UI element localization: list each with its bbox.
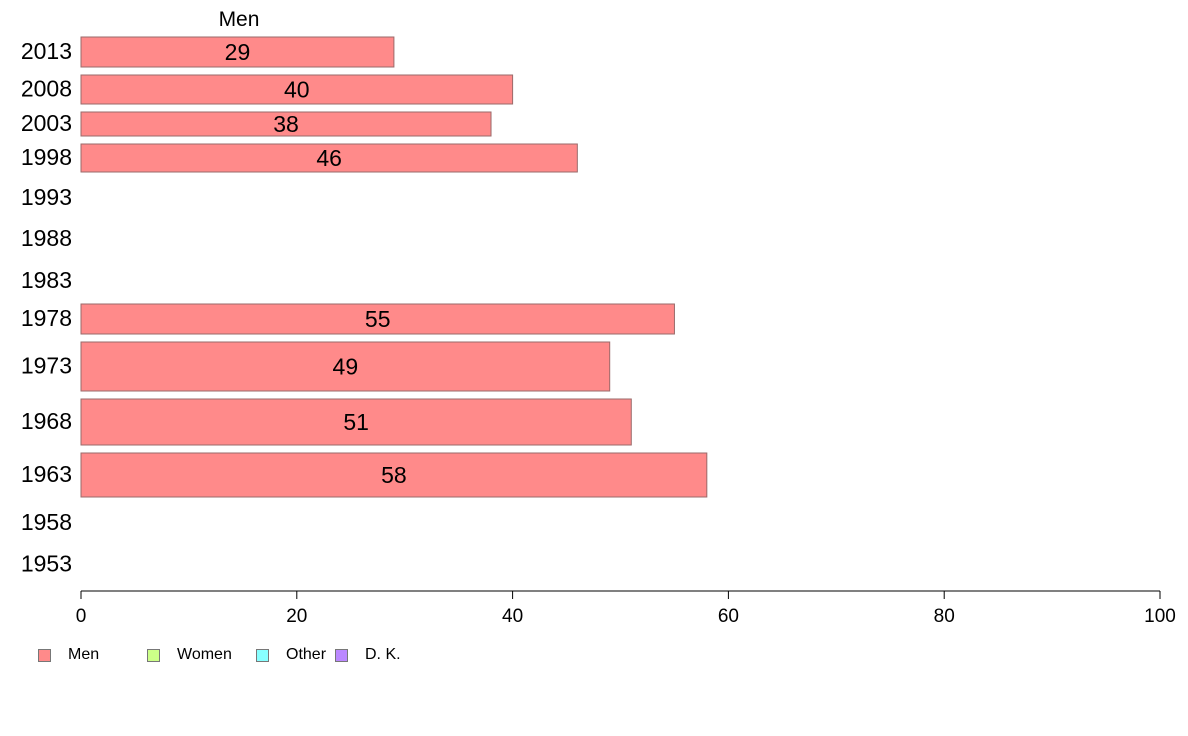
legend-label-dk: D. K. — [365, 646, 401, 663]
data-label: 38 — [273, 111, 299, 137]
bar — [80, 111, 492, 137]
y-tick-label: 1953 — [21, 551, 72, 577]
legend-label-other: Other — [286, 646, 327, 663]
y-tick-label: 2003 — [21, 110, 72, 136]
y-tick-label: 1958 — [21, 509, 72, 535]
legend-swatch-men — [38, 648, 51, 662]
legend-label-women: Women — [177, 646, 232, 663]
data-label: 58 — [381, 462, 407, 488]
bar — [80, 143, 578, 173]
y-tick-label: 1973 — [21, 353, 72, 379]
data-label: 40 — [284, 77, 310, 103]
y-tick-label: 1978 — [21, 305, 72, 331]
y-tick-label: 1983 — [21, 267, 72, 293]
bar — [80, 341, 611, 392]
legend-item-women: Women — [147, 646, 256, 664]
bar — [80, 36, 395, 68]
data-label: 51 — [343, 409, 369, 435]
y-tick-label: 1993 — [21, 184, 72, 210]
legend-swatch-other — [256, 648, 269, 662]
legend: Men Women Other D. K. — [38, 645, 401, 665]
x-tick-label: 80 — [934, 606, 955, 627]
x-tick-label: 20 — [286, 606, 307, 627]
chart-title: Men — [219, 8, 260, 31]
bar — [80, 452, 708, 498]
legend-label-men: Men — [68, 646, 100, 663]
y-tick-label: 1968 — [21, 408, 72, 434]
legend-swatch-dk — [335, 648, 348, 662]
x-tick-label: 0 — [76, 606, 87, 627]
data-label: 49 — [333, 354, 359, 380]
y-tick-label: 2008 — [21, 76, 72, 102]
y-tick-label: 1988 — [21, 225, 72, 251]
legend-item-men: Men — [38, 646, 147, 664]
data-label: 29 — [225, 39, 251, 65]
data-label: 46 — [316, 145, 342, 171]
x-tick-label: 40 — [502, 606, 523, 627]
bar — [80, 398, 632, 446]
y-tick-label: 1963 — [21, 461, 72, 487]
x-tick-label: 100 — [1144, 606, 1176, 627]
legend-item-dk: D. K. — [335, 646, 401, 664]
legend-item-other: Other — [256, 646, 335, 664]
legend-swatch-women — [147, 648, 160, 662]
y-tick-label: 1998 — [21, 144, 72, 170]
x-tick-label: 60 — [718, 606, 739, 627]
bar — [80, 303, 675, 335]
bar — [80, 74, 514, 105]
y-tick-label: 2013 — [21, 38, 72, 64]
data-label: 55 — [365, 306, 391, 332]
